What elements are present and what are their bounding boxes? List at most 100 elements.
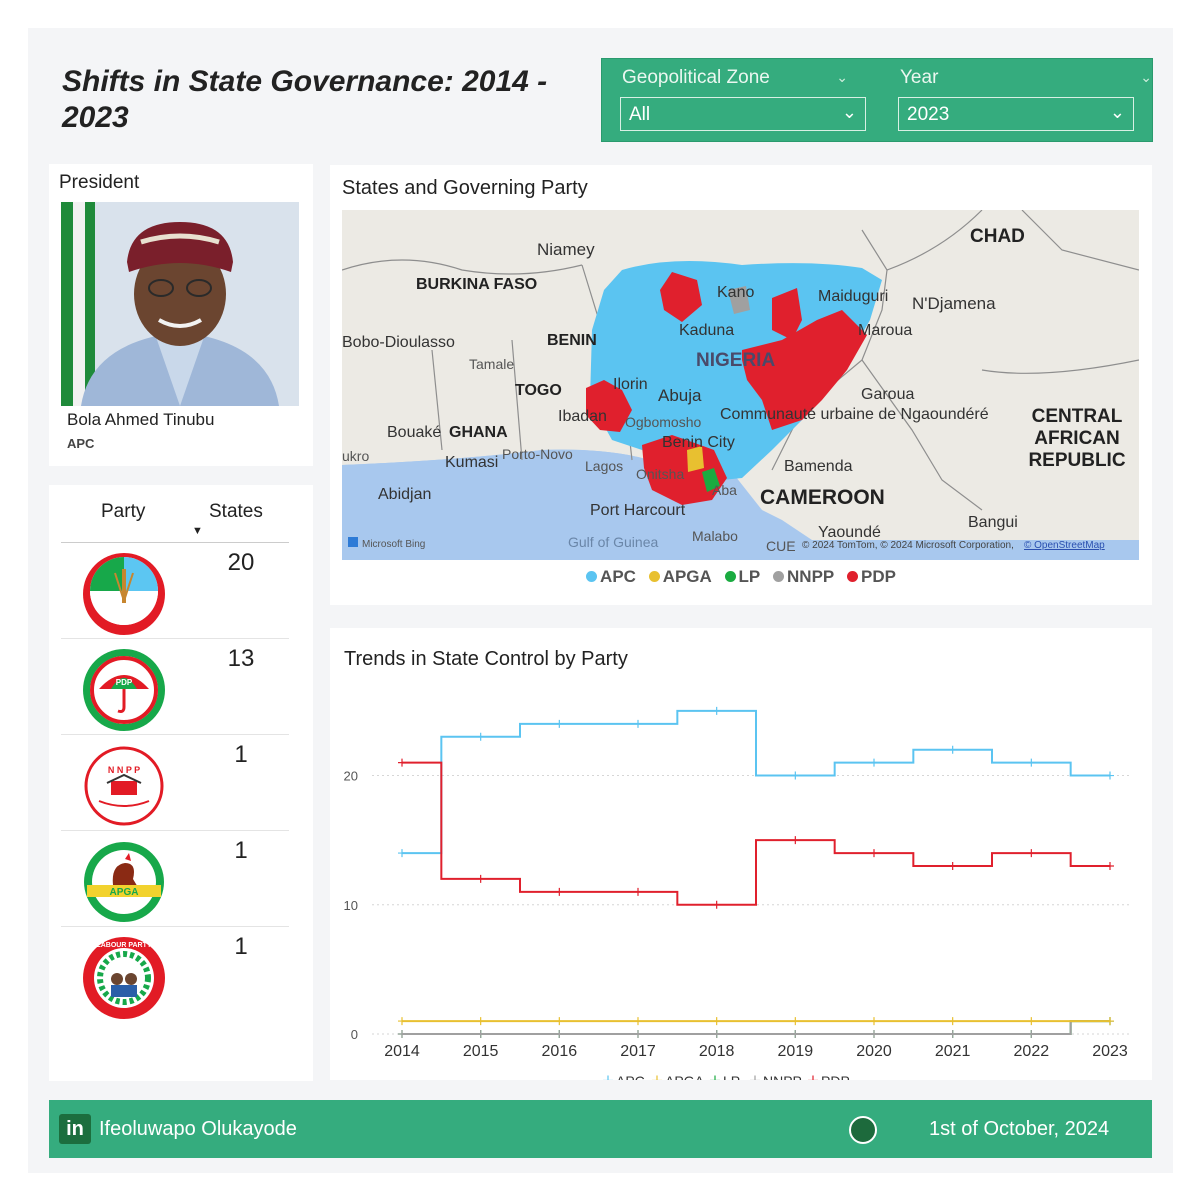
column-header-states[interactable]: States [209,501,263,522]
map-label: GHANA [449,424,508,441]
logo-text: N N P P [108,765,140,775]
legend-marker [603,1075,613,1080]
map-label: TOGO [515,382,562,399]
map-label: Port Harcourt [590,502,686,519]
data-point [1027,758,1036,767]
year-select[interactable]: 2023 ⌄ [898,97,1134,131]
data-point [791,1030,800,1038]
data-point [948,1017,957,1026]
year-filter-label: Year [900,67,939,88]
y-tick-label: 20 [344,769,358,784]
map-card: States and Governing Party [330,165,1152,605]
legend-item[interactable]: APC [586,567,636,586]
map-label: Benin City [662,434,735,451]
legend-item[interactable]: APGA [648,567,712,586]
data-point [476,732,485,741]
party-state-count: 1 [234,837,248,864]
legend-item[interactable]: NNPP [773,567,834,586]
x-tick-label: 2015 [463,1043,499,1060]
calendar-icon [849,1116,877,1144]
legend-label: APGA [662,567,712,586]
legend-label: APC [600,567,636,586]
map-label: BENIN [547,332,597,349]
x-tick-label: 2019 [778,1043,814,1060]
year-select-value: 2023 [907,104,950,125]
map-label: Maroua [858,322,913,339]
chevron-down-icon[interactable]: ⌄ [1140,69,1152,85]
series-line-lp [402,1020,1110,1035]
apc-logo: APC [81,551,167,637]
data-point [948,745,957,754]
y-tick-label: 10 [344,898,358,913]
legend-label: NNPP [787,567,835,586]
legend-label: LP [738,567,761,586]
x-tick-label: 2016 [542,1043,578,1060]
data-point [791,1017,800,1026]
series-line-nnpp [402,1020,1110,1035]
data-point [398,1017,406,1026]
data-point [870,1017,878,1026]
chart-title: Trends in State Control by Party [344,648,628,670]
logo-text: APC [111,612,137,626]
map-label: Bobo-Dioulasso [342,334,455,351]
map-label: Malabo [692,528,738,544]
map-label: Onitsha [636,466,685,482]
map-label: Lagos [585,458,624,474]
header-divider [61,542,289,543]
map-label: CENTRAL AFRICAN REPUBLIC [1028,406,1126,471]
president-header: President [59,172,140,193]
data-point [1106,771,1114,780]
chevron-down-icon[interactable]: ⌄ [836,69,848,85]
sort-desc-icon: ▼ [192,525,203,537]
map-label: Abuja [658,386,702,405]
states-map[interactable]: Microsoft Bing CHAD Niamey BURKINA FASO … [342,210,1139,560]
party-state-count: 20 [227,549,255,576]
legend-label: APC [616,1073,645,1080]
legend-item[interactable]: LP [724,567,761,586]
data-point [870,1030,878,1038]
map-label: Niamey [537,240,595,259]
data-point [712,900,721,909]
y-tick-label: 0 [351,1027,358,1042]
president-party: APC [67,436,95,451]
year-filter: Year ⌄ 2023 ⌄ [880,59,1152,143]
map-legend: APC APGA LP NNPP PDP [330,567,1152,587]
legend-label: APGA [665,1073,705,1080]
trend-line-chart[interactable]: 0 10 20 2014 2015 2016 2017 2018 2019 2020 2021 202… [330,628,1152,1080]
legend-dot [586,571,598,582]
map-label: CUE [766,538,796,554]
party-states-table: Party States ▼ APC 20 [49,485,313,1081]
map-label: Ilorin [613,376,648,393]
series-line-pdp [402,761,1110,906]
data-point [870,758,878,767]
zone-select-value: All [629,104,651,125]
logo-text: APGA [110,887,139,898]
data-point [555,719,564,728]
column-header-party[interactable]: Party [101,501,146,522]
map-label: Garoua [861,386,915,403]
table-row: APC 20 [61,543,289,639]
pdp-logo: PDP [81,647,167,733]
map-label: Aba [712,482,737,498]
linkedin-icon[interactable]: in [59,1114,91,1144]
map-label: N'Djamena [912,294,996,313]
party-state-count: 13 [227,645,255,672]
legend-marker [710,1075,720,1080]
data-point [398,758,406,767]
data-point [634,1017,642,1026]
legend-label: PDP [860,567,896,586]
zone-select[interactable]: All ⌄ [620,97,866,131]
data-point [791,836,800,845]
president-card: President Bola Ahmed Tinubu APC [49,164,313,466]
legend-dot [846,571,858,582]
x-tick-label: 2021 [935,1043,971,1060]
openstreetmap-link[interactable]: © OpenStreetMap [1024,540,1105,551]
map-label: Kumasi [445,454,499,471]
map-title: States and Governing Party [342,177,588,199]
data-point [555,887,564,896]
data-point [555,1017,564,1026]
president-name: Bola Ahmed Tinubu [67,410,215,429]
legend-item[interactable]: PDP [846,567,896,586]
map-label: Bamenda [784,458,853,475]
map-label: Kaduna [679,322,735,339]
